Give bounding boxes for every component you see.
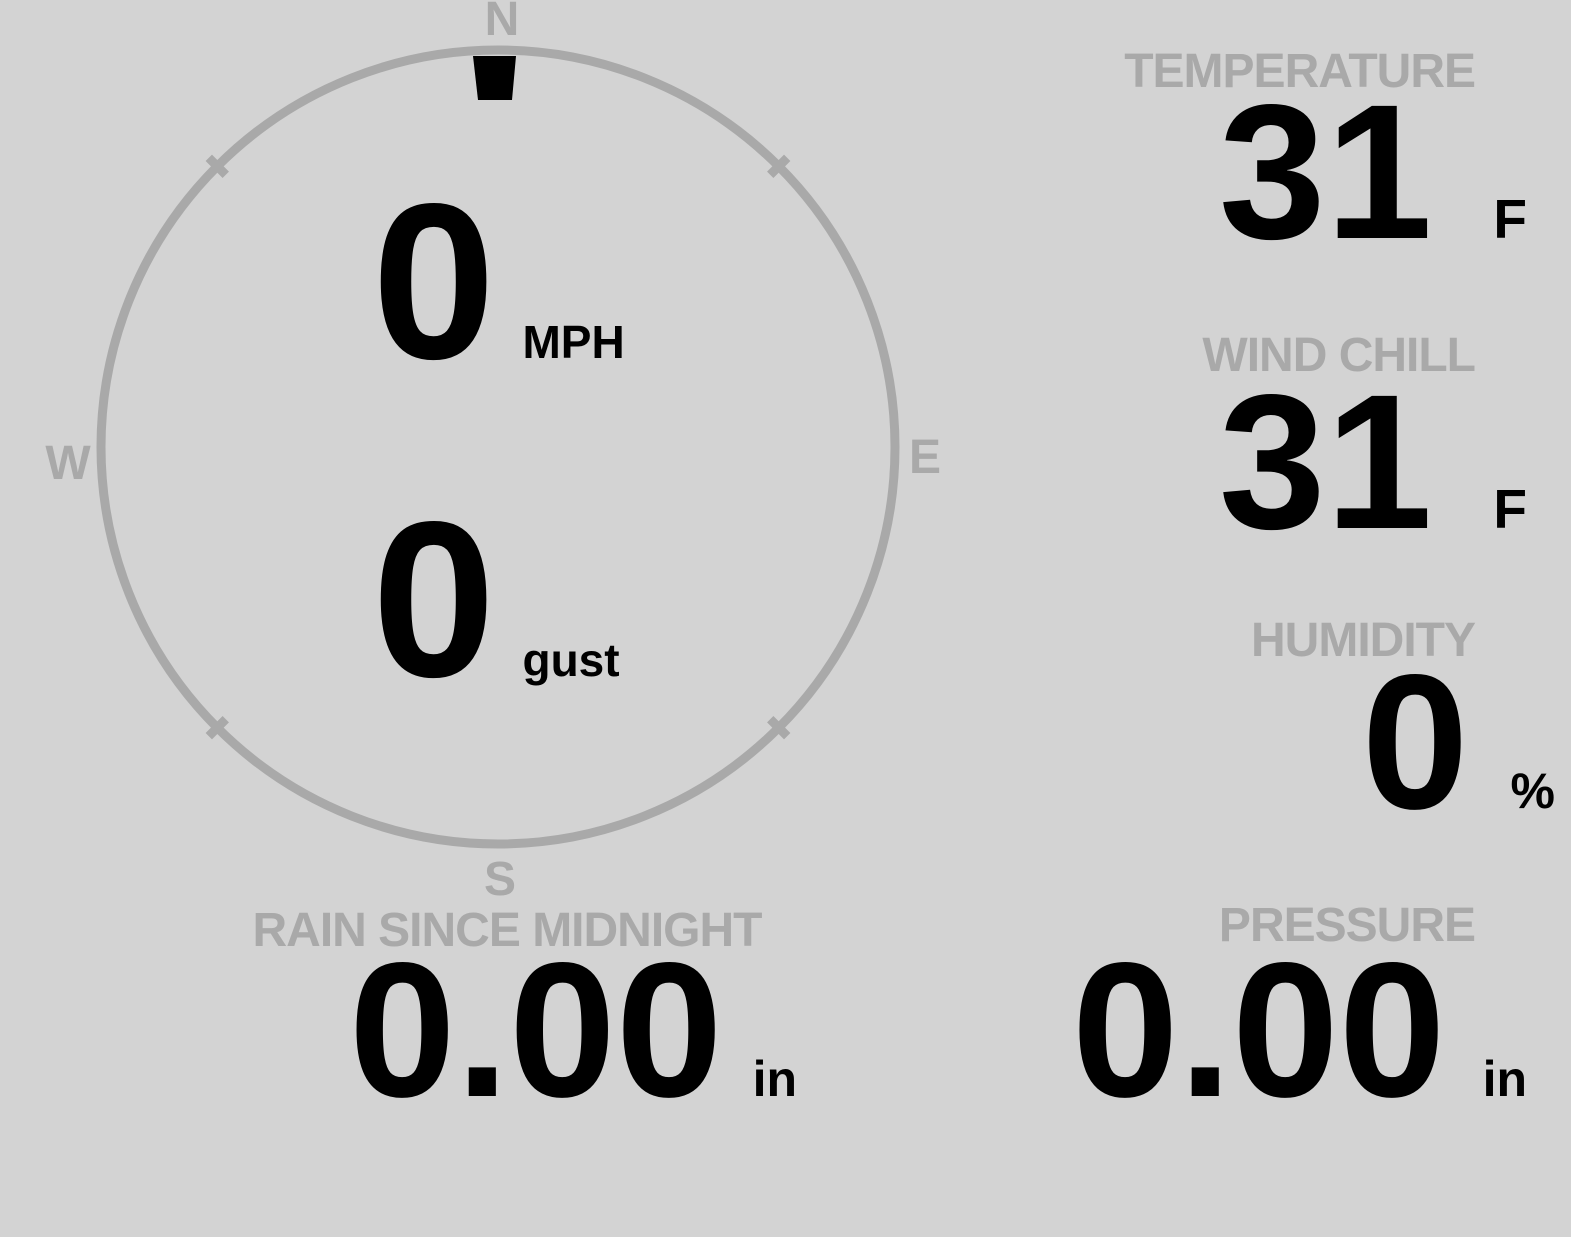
compass-tick-ne: [767, 154, 791, 178]
wind-chill-reading: 31 F: [1219, 366, 1527, 558]
temperature-label: TEMPERATURE: [1124, 45, 1476, 98]
compass-tick-nw: [205, 154, 229, 178]
humidity-reading: 0 %: [1362, 646, 1555, 838]
pressure-label: PRESSURE: [1218, 899, 1476, 952]
compass-label-north: N: [484, 0, 520, 46]
wind-gust: 0 gust: [372, 489, 620, 711]
humidity-unit: %: [1510, 763, 1555, 819]
rain-since-midnight-unit: in: [752, 1051, 798, 1107]
wind-speed-value: 0: [372, 158, 496, 406]
wind-chill-value: 31: [1218, 354, 1433, 569]
wind-speed: 0 MPH: [372, 171, 625, 393]
temperature-reading: 31 F: [1219, 76, 1527, 268]
compass-tick-sw: [205, 716, 229, 740]
compass-label-east: E: [908, 431, 942, 484]
temperature-unit: F: [1493, 188, 1527, 250]
wind-direction-pointer-icon: [473, 56, 516, 100]
wind-gust-unit: gust: [522, 634, 620, 686]
compass-tick-se: [767, 716, 791, 740]
wind-chill-label: WIND CHILL: [1202, 329, 1476, 382]
humidity-label: HUMIDITY: [1251, 614, 1476, 667]
temperature-value: 31: [1218, 64, 1433, 279]
wind-gust-value: 0: [372, 476, 496, 724]
wind-speed-unit: MPH: [522, 316, 625, 368]
humidity-value: 0: [1361, 634, 1469, 849]
rain-since-midnight-reading: 0.00 in: [349, 934, 797, 1126]
compass-label-west: W: [45, 437, 91, 490]
pressure-reading: 0.00 in: [1072, 934, 1527, 1126]
rain-since-midnight-value: 0.00: [348, 922, 723, 1137]
wind-chill-unit: F: [1493, 478, 1527, 540]
pressure-unit: in: [1482, 1051, 1527, 1107]
compass-label-south: S: [483, 853, 517, 906]
wind-compass: [96, 45, 900, 849]
compass-ring: [96, 45, 900, 849]
rain-since-midnight-label: RAIN SINCE MIDNIGHT: [252, 904, 763, 957]
pressure-value: 0.00: [1071, 922, 1446, 1137]
